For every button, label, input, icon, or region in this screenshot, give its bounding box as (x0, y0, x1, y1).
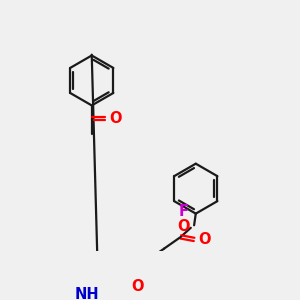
Text: O: O (198, 232, 211, 247)
Text: O: O (132, 278, 144, 293)
Text: O: O (177, 219, 190, 234)
Text: NH: NH (75, 287, 99, 300)
Text: O: O (109, 111, 122, 126)
Text: F: F (178, 204, 188, 219)
